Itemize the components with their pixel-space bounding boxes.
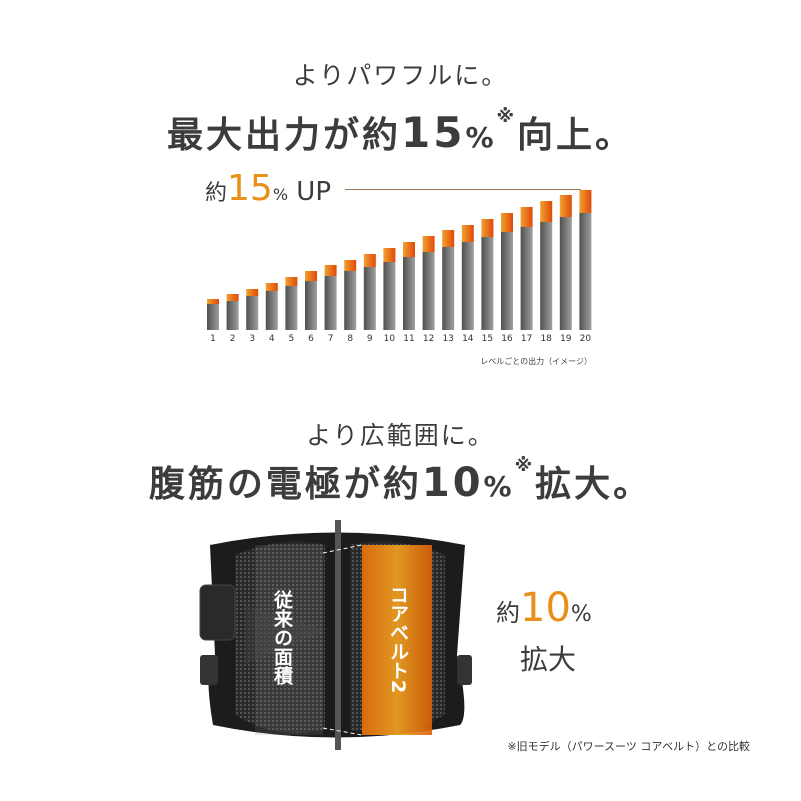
bar-base-14	[461, 242, 474, 330]
tick-label: 9	[366, 334, 373, 344]
bar-base-13	[442, 247, 455, 330]
title-num: 15	[400, 108, 466, 157]
bar-increase-9	[363, 254, 376, 267]
chart-label-num: 15	[227, 168, 273, 209]
title2-post: 拡大。	[535, 464, 653, 505]
bar-increase-5	[285, 277, 298, 286]
bar-increase-7	[324, 265, 337, 276]
tick-label: 14	[462, 334, 474, 344]
tick-label: 20	[579, 334, 592, 344]
section1-subtitle: よりパワフルに。	[292, 61, 509, 90]
tick-label: 10	[383, 334, 396, 344]
bar-increase-4	[265, 283, 278, 291]
bar-base-15	[481, 237, 494, 330]
bar-base-7	[324, 276, 337, 330]
tick-label: 19	[560, 334, 572, 344]
chart-label-unit: %	[272, 185, 289, 204]
expand-label: 約10%	[496, 585, 592, 631]
bar-base-6	[305, 281, 317, 330]
bar-base-19	[559, 217, 572, 330]
bar-increase-19	[559, 195, 572, 217]
bar-increase-10	[383, 248, 396, 262]
tick-label: 16	[501, 334, 513, 344]
bar-increase-15	[481, 219, 494, 237]
tick-label: 8	[347, 334, 354, 344]
bar-increase-1	[207, 299, 219, 304]
bar-base-20	[579, 213, 592, 330]
section2-title: 腹筋の電極が約10%※拡大。	[0, 455, 801, 507]
bar-base-5	[285, 286, 298, 330]
tick-label: 18	[540, 334, 552, 344]
chart-label: 約15% UP	[205, 168, 331, 209]
title2-pre: 腹筋の電極が約	[148, 464, 422, 505]
bar-base-11	[403, 257, 415, 330]
bar-increase-13	[442, 230, 455, 247]
bar-increase-8	[344, 260, 357, 271]
bar-base-3	[246, 296, 259, 330]
bar-increase-20	[579, 190, 592, 213]
expand-unit: %	[570, 602, 592, 627]
tick-label: 12	[422, 334, 435, 344]
title2-num: 10	[421, 460, 484, 506]
new-area	[362, 545, 432, 735]
bar-base-9	[363, 267, 376, 330]
tick-label: 2	[229, 334, 236, 344]
tick-label: 4	[268, 334, 275, 344]
title-post: 向上。	[517, 115, 635, 156]
expand-num: 10	[520, 585, 571, 631]
chart-caption: レベルごとの出力（イメージ）	[480, 357, 592, 366]
bar-increase-6	[305, 271, 317, 281]
title-mark: ※	[496, 106, 517, 127]
title-pre: 最大出力が約	[166, 115, 401, 156]
bar-base-16	[501, 232, 513, 330]
tick-label: 11	[403, 334, 415, 344]
expand-post: 拡大	[520, 643, 577, 676]
bar-base-12	[422, 252, 435, 330]
tick-label: 17	[520, 334, 533, 344]
bar-increase-12	[422, 236, 435, 252]
bar-base-18	[540, 222, 553, 330]
chart-label-pre: 約	[205, 181, 228, 206]
title2-mark: ※	[514, 455, 536, 476]
tick-label: 15	[481, 334, 494, 344]
tick-label: 1	[210, 334, 216, 344]
bar-increase-17	[520, 207, 533, 227]
bar-base-17	[520, 227, 533, 330]
footnote: ※旧モデル（パワースーツ コアベルト）との比較	[507, 740, 750, 753]
tick-label: 5	[288, 334, 295, 344]
bar-base-8	[344, 271, 357, 330]
bar-increase-2	[226, 294, 239, 301]
controller	[199, 584, 236, 641]
zipper	[335, 520, 341, 750]
old-area-label: 従来の面積	[271, 590, 293, 685]
belt-image	[199, 520, 472, 750]
tick-label: 7	[327, 334, 334, 344]
bar-increase-16	[501, 213, 513, 232]
old-area	[255, 545, 323, 735]
title-unit: %	[465, 121, 497, 154]
tick-label: 13	[442, 334, 454, 344]
reference-line	[345, 189, 581, 190]
chart-label-post: UP	[288, 177, 332, 207]
section1-title: 最大出力が約15%※向上。	[0, 106, 801, 158]
bar-base-1	[207, 304, 219, 330]
tick-label: 3	[249, 334, 256, 344]
tick-label: 6	[308, 334, 314, 344]
bar-base-10	[383, 262, 396, 330]
bar-base-2	[226, 301, 239, 330]
bar-increase-14	[461, 225, 474, 242]
new-area-label: コアベルト2	[387, 585, 409, 694]
bar-increase-3	[246, 289, 259, 296]
title2-unit: %	[483, 470, 515, 503]
expand-pre: 約	[496, 599, 520, 627]
bar-increase-18	[540, 201, 553, 222]
bar-increase-11	[403, 242, 415, 257]
section2-subtitle: より広範囲に。	[306, 421, 495, 450]
bar-base-4	[265, 291, 278, 330]
